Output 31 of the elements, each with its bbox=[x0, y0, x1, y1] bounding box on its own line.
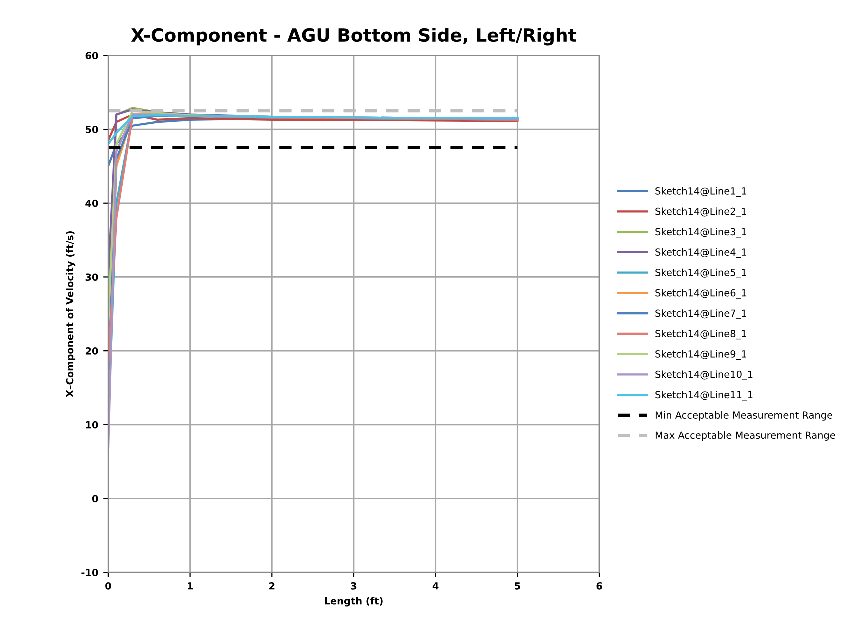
y-tick-label: 10 bbox=[86, 421, 98, 429]
y-tick-label: -10 bbox=[82, 569, 98, 576]
x-tick-label: 4 bbox=[432, 582, 439, 590]
chart-title: X-Component - AGU Bottom Side, Left/Right bbox=[131, 28, 577, 46]
legend-label: Sketch14@Line2_1 bbox=[656, 208, 746, 218]
x-axis-title: Length (ft) bbox=[325, 597, 383, 607]
legend-label: Sketch14@Line4_1 bbox=[656, 248, 746, 258]
legend-label: Sketch14@Line10_1 bbox=[656, 370, 753, 380]
legend-label: Sketch14@Line11_1 bbox=[656, 391, 753, 401]
x-tick-label: 6 bbox=[596, 582, 602, 590]
x-tick-label: 5 bbox=[515, 582, 520, 590]
legend-label: Sketch14@Line8_1 bbox=[656, 330, 746, 340]
y-tick-label: 30 bbox=[86, 274, 98, 282]
legend-label: Sketch14@Line7_1 bbox=[656, 310, 746, 320]
legend-label: Max Acceptable Measurement Range bbox=[656, 432, 836, 441]
y-tick-label: 20 bbox=[86, 348, 98, 355]
legend-label: Sketch14@Line9_1 bbox=[656, 350, 746, 360]
legend-label: Sketch14@Line1_1 bbox=[656, 187, 746, 198]
y-tick-label: 60 bbox=[86, 52, 98, 60]
y-tick-label: 50 bbox=[86, 126, 98, 134]
legend-label: Sketch14@Line6_1 bbox=[656, 289, 746, 299]
legend-label: Sketch14@Line5_1 bbox=[656, 268, 746, 279]
x-tick-label: 1 bbox=[188, 582, 194, 590]
x-tick-label: 0 bbox=[106, 582, 112, 590]
y-axis-title: X–Component of Velocity (ft/s) bbox=[66, 232, 76, 398]
x-tick-label: 3 bbox=[351, 582, 357, 590]
y-tick-label: 40 bbox=[86, 200, 98, 208]
legend-label: Sketch14@Line3_1 bbox=[656, 228, 746, 238]
legend-label: Min Acceptable Measurement Range bbox=[656, 411, 833, 421]
x-tick-label: 2 bbox=[270, 582, 275, 590]
y-tick-label: 0 bbox=[92, 495, 98, 503]
